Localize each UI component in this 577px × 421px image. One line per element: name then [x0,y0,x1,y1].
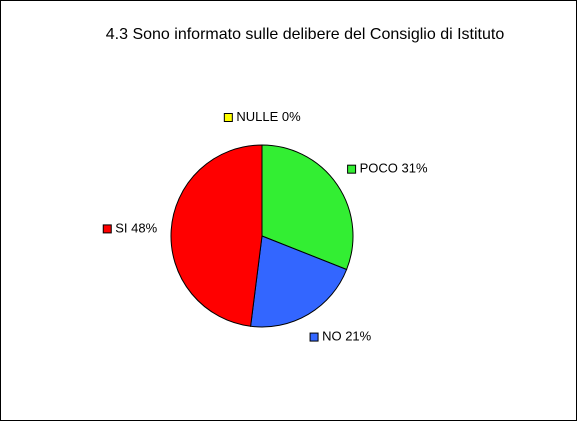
data-label: NULLE 0% [223,109,301,124]
category-label: SI [115,221,127,236]
data-label-text: POCO 31% [360,161,428,176]
pie-slice [170,144,263,327]
legend-swatch [347,164,357,174]
legend-swatch [102,224,112,234]
value-label: 0% [282,109,301,124]
value-label: 31% [402,161,428,176]
data-label: SI 48% [102,221,158,236]
data-label-text: NO 21% [322,329,372,344]
value-label: 48% [131,221,157,236]
category-label: POCO [360,161,398,176]
title-line: 4.3 Sono informato sulle delibere del Co… [106,26,505,43]
pie-slice [250,235,348,328]
data-label: POCO 31% [347,161,428,176]
chart-title: 4.3 Sono informato sulle delibere del Co… [106,26,505,43]
category-label: NO [322,329,342,344]
pie-slice [261,144,354,271]
data-label: NO 21% [309,329,372,344]
value-label: 21% [345,329,371,344]
data-label-text: SI 48% [115,221,157,236]
legend-swatch [223,113,233,122]
data-label-text: NULLE 0% [236,109,301,124]
legend-swatch [309,332,319,342]
category-label: NULLE [236,109,278,124]
